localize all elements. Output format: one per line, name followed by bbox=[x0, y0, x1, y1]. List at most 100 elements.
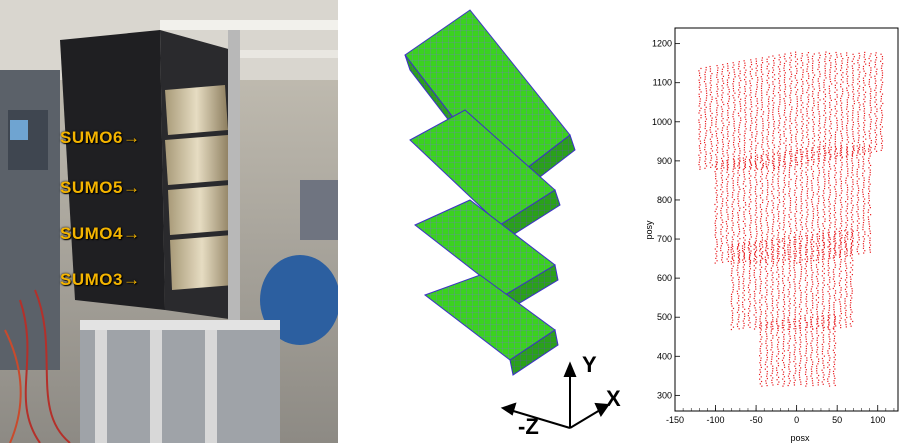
scatter-point bbox=[777, 316, 779, 318]
scatter-point bbox=[778, 350, 780, 353]
scatter-point bbox=[739, 160, 741, 162]
scatter-point bbox=[715, 161, 717, 163]
scatter-point bbox=[738, 63, 740, 65]
scatter-point bbox=[734, 148, 736, 151]
scatter-point bbox=[772, 261, 775, 263]
scatter-point bbox=[716, 114, 718, 116]
scatter-point bbox=[811, 380, 814, 382]
scatter-point bbox=[810, 257, 812, 260]
scatter-point bbox=[700, 91, 702, 93]
scatter-point bbox=[704, 116, 707, 118]
scatter-point bbox=[835, 254, 837, 256]
scatter-point bbox=[817, 177, 819, 179]
scatter-point bbox=[822, 362, 824, 364]
scatter-point bbox=[749, 127, 752, 129]
scatter-point bbox=[778, 122, 781, 124]
scatter-point bbox=[726, 209, 728, 211]
scatter-point bbox=[835, 183, 837, 186]
scatter-point bbox=[723, 82, 725, 84]
scatter-point bbox=[756, 183, 758, 186]
scatter-point bbox=[794, 365, 796, 367]
scatter-point bbox=[835, 190, 837, 193]
scatter-point bbox=[744, 239, 746, 241]
scatter-point bbox=[870, 97, 872, 99]
scatter-point bbox=[811, 281, 814, 283]
scatter-point bbox=[732, 116, 734, 118]
scatter-point bbox=[874, 66, 876, 68]
scatter-point bbox=[851, 218, 853, 221]
scatter-point bbox=[782, 385, 784, 387]
scatter-point bbox=[862, 160, 864, 163]
scatter-point bbox=[812, 194, 814, 196]
scatter-point bbox=[806, 110, 808, 112]
scatter-point bbox=[793, 384, 796, 386]
scatter-point bbox=[812, 147, 814, 149]
scatter-point bbox=[771, 211, 773, 214]
scatter-point bbox=[844, 298, 846, 300]
scatter-point bbox=[834, 91, 836, 93]
scatter-point bbox=[761, 304, 763, 306]
scatter-point bbox=[737, 221, 739, 223]
scatter-point bbox=[771, 328, 773, 330]
scatter-point bbox=[766, 303, 768, 305]
scatter-point bbox=[828, 347, 830, 350]
scatter-point bbox=[868, 176, 870, 178]
scatter-point bbox=[784, 86, 787, 88]
scatter-point bbox=[789, 97, 791, 99]
scatter-point bbox=[783, 158, 785, 160]
scatter-point bbox=[863, 238, 866, 240]
scatter-point bbox=[801, 52, 803, 55]
scatter-point bbox=[790, 150, 792, 152]
scatter-point bbox=[823, 114, 825, 117]
scatter-point bbox=[705, 88, 707, 90]
scatter-point bbox=[790, 52, 792, 54]
scatter-point bbox=[869, 74, 871, 76]
scatter-point bbox=[811, 349, 813, 351]
scatter-point bbox=[845, 305, 847, 307]
scatter-point bbox=[801, 266, 803, 268]
scatter-point bbox=[856, 168, 858, 171]
scatter-point bbox=[744, 225, 747, 227]
scatter-point bbox=[750, 156, 752, 158]
scatter-point bbox=[748, 244, 750, 246]
scatter-point bbox=[773, 62, 775, 64]
scatter-point bbox=[875, 99, 877, 101]
scatter-point bbox=[852, 58, 854, 60]
scatter-point bbox=[698, 145, 701, 147]
scatter-point bbox=[710, 157, 713, 159]
scatter-point bbox=[827, 378, 829, 380]
scatter-point bbox=[760, 271, 762, 273]
scatter-point bbox=[704, 120, 707, 123]
scatter-point bbox=[722, 252, 724, 254]
scatter-point bbox=[823, 247, 825, 249]
scatter-point bbox=[709, 138, 711, 140]
scatter-point bbox=[823, 244, 826, 246]
scatter-point bbox=[777, 325, 779, 327]
scatter-point bbox=[818, 160, 820, 162]
scatter-point bbox=[868, 188, 870, 190]
scatter-point bbox=[839, 235, 841, 237]
scatter-point bbox=[749, 191, 751, 194]
scatter-point bbox=[823, 367, 825, 369]
scatter-point bbox=[835, 219, 837, 221]
scatter-point bbox=[783, 350, 786, 352]
scatter-point bbox=[816, 337, 818, 339]
scatter-point bbox=[788, 331, 791, 333]
scatter-point bbox=[795, 241, 797, 243]
scatter-point bbox=[875, 80, 877, 82]
scatter-point bbox=[845, 226, 847, 229]
scatter-point bbox=[790, 66, 792, 68]
scatter-point bbox=[858, 52, 860, 54]
scatter-point bbox=[851, 225, 853, 228]
scatter-point bbox=[812, 217, 814, 219]
label-sumo4: SUMO4→ bbox=[60, 224, 141, 243]
scatter-point bbox=[789, 143, 791, 146]
module-second bbox=[409, 109, 561, 241]
scatter-point bbox=[862, 136, 864, 138]
scatter-point bbox=[739, 86, 741, 89]
scatter-point bbox=[867, 148, 870, 150]
scatter-point bbox=[817, 59, 819, 61]
scatter-point bbox=[795, 253, 797, 255]
scatter-point bbox=[846, 118, 849, 120]
